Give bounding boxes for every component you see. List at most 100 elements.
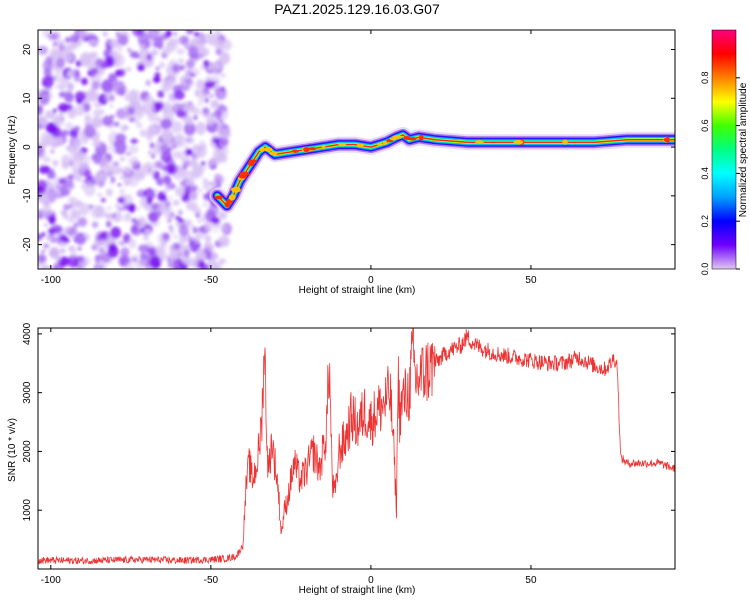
noise-blob: [139, 129, 147, 138]
noise-blob: [153, 101, 164, 111]
noise-blob: [58, 256, 69, 267]
noise-blob: [214, 108, 223, 119]
noise-blob: [70, 249, 78, 259]
noise-blob: [161, 128, 173, 143]
noise-blob: [45, 234, 55, 241]
noise-blob: [67, 215, 76, 223]
colorbar-tick-label: 0.8: [700, 72, 710, 85]
noise-blob: [173, 90, 185, 101]
noise-blob: [197, 218, 203, 224]
noise-blob: [213, 229, 218, 233]
noise-blob: [118, 196, 126, 204]
noise-blob: [109, 95, 115, 102]
noise-blob: [157, 90, 165, 99]
ridge-hotspot: [264, 147, 273, 152]
noise-blob: [77, 246, 82, 251]
noise-blob: [66, 104, 73, 110]
snr-line: [38, 328, 675, 565]
noise-blob: [131, 217, 137, 224]
noise-blob: [212, 122, 219, 128]
noise-blob: [104, 55, 115, 68]
noise-blob: [212, 62, 222, 71]
noise-blob: [55, 84, 60, 89]
noise-blob: [109, 38, 120, 49]
noise-blob: [157, 232, 168, 245]
noise-blob: [68, 204, 73, 209]
noise-blob: [146, 197, 153, 205]
noise-blob: [105, 220, 112, 228]
noise-blob: [38, 254, 47, 264]
colorbar: 0.0 0.2 0.4 0.6 0.8 Normalized spectral ampl…: [700, 29, 749, 275]
noise-blob: [93, 239, 103, 248]
noise-blob: [178, 223, 189, 237]
ridge-hotspot: [239, 171, 250, 176]
noise-blob: [92, 138, 102, 148]
noise-blob: [71, 143, 80, 152]
noise-blob: [68, 245, 75, 251]
noise-blob: [64, 211, 69, 216]
noise-blob: [68, 157, 77, 165]
noise-blob: [108, 165, 121, 176]
noise-blob: [153, 189, 158, 193]
noise-blob: [166, 141, 174, 149]
noise-blob: [161, 48, 172, 56]
ridge-hotspot: [513, 139, 524, 145]
ridge-hotspot: [665, 136, 670, 143]
noise-blob: [112, 121, 120, 127]
noise-blob: [120, 242, 125, 246]
noise-blob: [203, 80, 215, 89]
noise-blob: [189, 158, 198, 166]
noise-blob: [221, 106, 228, 112]
noise-blob: [75, 232, 87, 245]
x-tick-label: -50: [204, 275, 219, 286]
noise-blob: [63, 203, 69, 211]
noise-blob: [146, 54, 152, 61]
noise-blob: [56, 189, 61, 195]
noise-blob: [204, 234, 212, 241]
noise-blob: [186, 201, 198, 211]
noise-blob: [219, 118, 224, 125]
noise-blob: [84, 114, 92, 123]
noise-blob: [145, 79, 151, 87]
noise-blob: [83, 232, 88, 238]
noise-blob: [90, 54, 96, 59]
snr-marks: [38, 328, 675, 565]
noise-blob: [160, 118, 173, 130]
noise-blob: [139, 45, 146, 51]
noise-blob: [101, 252, 111, 263]
noise-blob: [130, 138, 139, 145]
noise-blob: [93, 265, 100, 269]
noise-blob: [149, 142, 155, 149]
noise-blob: [100, 197, 106, 203]
y-tick-label: 10: [22, 92, 33, 104]
noise-blob: [205, 255, 213, 261]
noise-blob: [103, 212, 111, 218]
noise-blob: [62, 52, 74, 62]
x-tick-label: 0: [368, 575, 374, 586]
noise-blob: [197, 101, 203, 106]
noise-blob: [152, 42, 157, 47]
signal-ridge: [209, 126, 675, 214]
noise-blob: [192, 187, 197, 191]
noise-blob: [164, 101, 172, 109]
noise-blob: [135, 118, 140, 124]
noise-blob: [92, 109, 103, 118]
noise-blob: [110, 226, 122, 239]
noise-blob: [119, 188, 126, 194]
noise-blob: [45, 55, 53, 65]
noise-blob: [218, 258, 226, 265]
noise-blob: [217, 123, 222, 127]
y-tick-label: -10: [22, 188, 33, 203]
noise-blob: [168, 196, 173, 200]
noise-blob: [93, 102, 98, 107]
noise-blob: [142, 161, 155, 177]
x-tick-label: 50: [525, 575, 537, 586]
noise-blob: [78, 153, 91, 168]
noise-blob: [38, 262, 42, 268]
noise-blob: [173, 134, 183, 146]
spectrogram-frame: [37, 29, 676, 270]
y-tick-label: 2000: [22, 440, 33, 463]
noise-blob: [127, 47, 132, 53]
noise-blob: [210, 156, 221, 166]
noise-blob: [108, 73, 117, 82]
